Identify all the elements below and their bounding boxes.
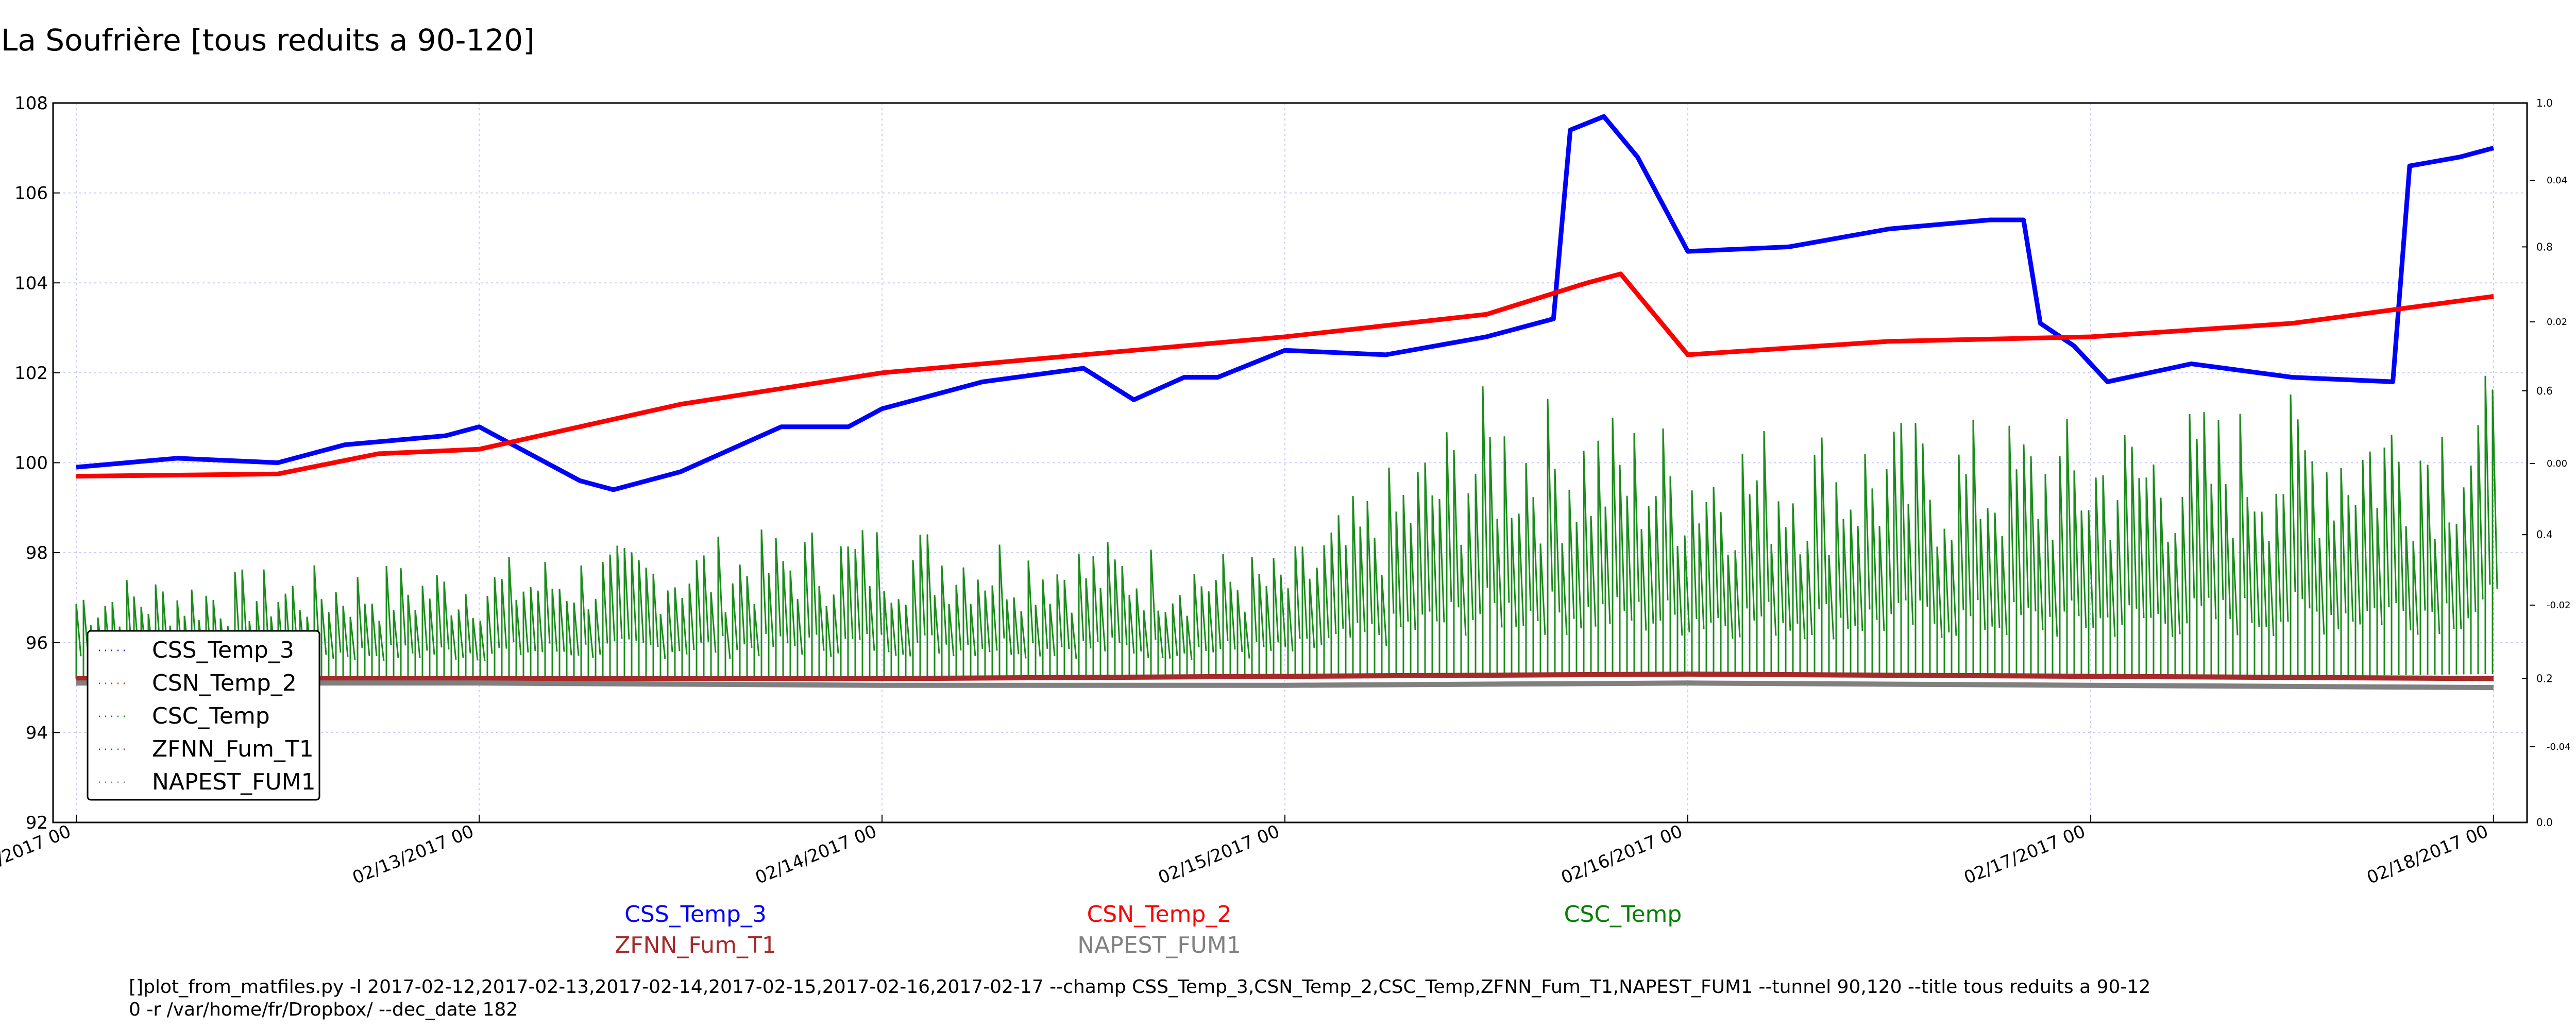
y-tick-label: 108 xyxy=(14,93,48,114)
x-tick-label: 02/14/2017 00 xyxy=(753,821,880,888)
y-tick-label: 104 xyxy=(14,273,48,294)
x-tick-label: 02/17/2017 00 xyxy=(1961,821,2089,888)
command-line-1: []plot_from_matfiles.py -l 2017-02-12,20… xyxy=(129,976,2151,998)
series-csn-temp-2 xyxy=(76,271,2494,479)
y2-tick-label: 0.6 xyxy=(2536,385,2553,397)
legend-label-napest-fum1: NAPEST_FUM1 xyxy=(152,769,316,795)
legend-box xyxy=(87,630,320,801)
series-zfnn-fum-t1 xyxy=(76,671,2494,681)
grid xyxy=(53,103,2527,822)
x-tick-label: 02/15/2017 00 xyxy=(1156,821,1283,888)
legend-label-csc-temp: CSC_Temp xyxy=(152,703,270,729)
y-tick-label: 100 xyxy=(14,453,48,474)
y-tick-label: 106 xyxy=(14,183,48,204)
x-axis: 02/12/2017 00 02/13/2017 00 02/14/2017 00 0… xyxy=(0,815,2494,888)
bottom-label-csc-temp: CSC_Temp xyxy=(1564,901,1682,928)
chart-title: La Soufrière [tous reduits a 90-120] xyxy=(1,23,535,58)
legend-label-css-temp-3: CSS_Temp_3 xyxy=(152,637,294,663)
y2-tick-label: 0.4 xyxy=(2536,528,2553,541)
legend-label-csn-temp-2: CSN_Temp_2 xyxy=(152,670,297,696)
y3-tick-label: 0.02 xyxy=(2547,317,2567,328)
y-tick-label: 96 xyxy=(26,633,48,654)
y-tick-label: 102 xyxy=(14,363,48,384)
y3-tick-label: -0.02 xyxy=(2547,600,2571,611)
legend: CSS_Temp_3 CSN_Temp_2 CSC_Temp ZFNN_Fum_T1 N… xyxy=(87,630,320,801)
y3-tick-label: 0.04 xyxy=(2547,175,2567,186)
bottom-label-css-temp-3: CSS_Temp_3 xyxy=(624,901,767,928)
x-tick-label: 02/16/2017 00 xyxy=(1558,821,1686,888)
y3-tick-label: -0.04 xyxy=(2547,742,2571,752)
y3-tick-label: 0.00 xyxy=(2547,458,2567,469)
y2-tick-label: 0.2 xyxy=(2536,673,2553,685)
y2-tick-label: 0.8 xyxy=(2536,241,2553,253)
command-line: []plot_from_matfiles.py -l 2017-02-12,20… xyxy=(129,976,2150,1021)
y-tick-label: 94 xyxy=(26,723,48,743)
x-tick-label: 02/18/2017 00 xyxy=(2364,821,2492,888)
bottom-label-csn-temp-2: CSN_Temp_2 xyxy=(1087,901,1232,928)
legend-label-zfnn-fum-t1: ZFNN_Fum_T1 xyxy=(152,736,314,762)
command-line-2: 0 -r /var/home/fr/Dropbox/ --dec_date 18… xyxy=(129,999,518,1020)
x-tick-label: 02/13/2017 00 xyxy=(350,821,477,888)
y2-tick-label: 0.0 xyxy=(2536,816,2553,829)
series-napest-fum1 xyxy=(76,680,2494,691)
y2-tick-label: 1.0 xyxy=(2536,97,2553,109)
y-tick-label: 92 xyxy=(26,813,48,833)
series-css-temp-3 xyxy=(76,114,2495,492)
bottom-label-napest-fum1: NAPEST_FUM1 xyxy=(1077,932,1241,958)
y-axis: 92 94 96 98 100 102 104 106 108 xyxy=(14,93,60,833)
plot-area xyxy=(75,114,2498,691)
bottom-label-zfnn-fum-t1: ZFNN_Fum_T1 xyxy=(615,932,776,958)
bottom-legend: CSS_Temp_3 CSN_Temp_2 CSC_Temp ZFNN_Fum_T1 N… xyxy=(615,901,1682,958)
series-csc-temp xyxy=(75,375,2498,679)
right-axis: 0.0 0.2 0.4 0.6 0.8 1.0 -0.04 -0.02 0.00 0.02 0.04 xyxy=(2522,97,2571,829)
y-tick-label: 98 xyxy=(26,543,48,563)
